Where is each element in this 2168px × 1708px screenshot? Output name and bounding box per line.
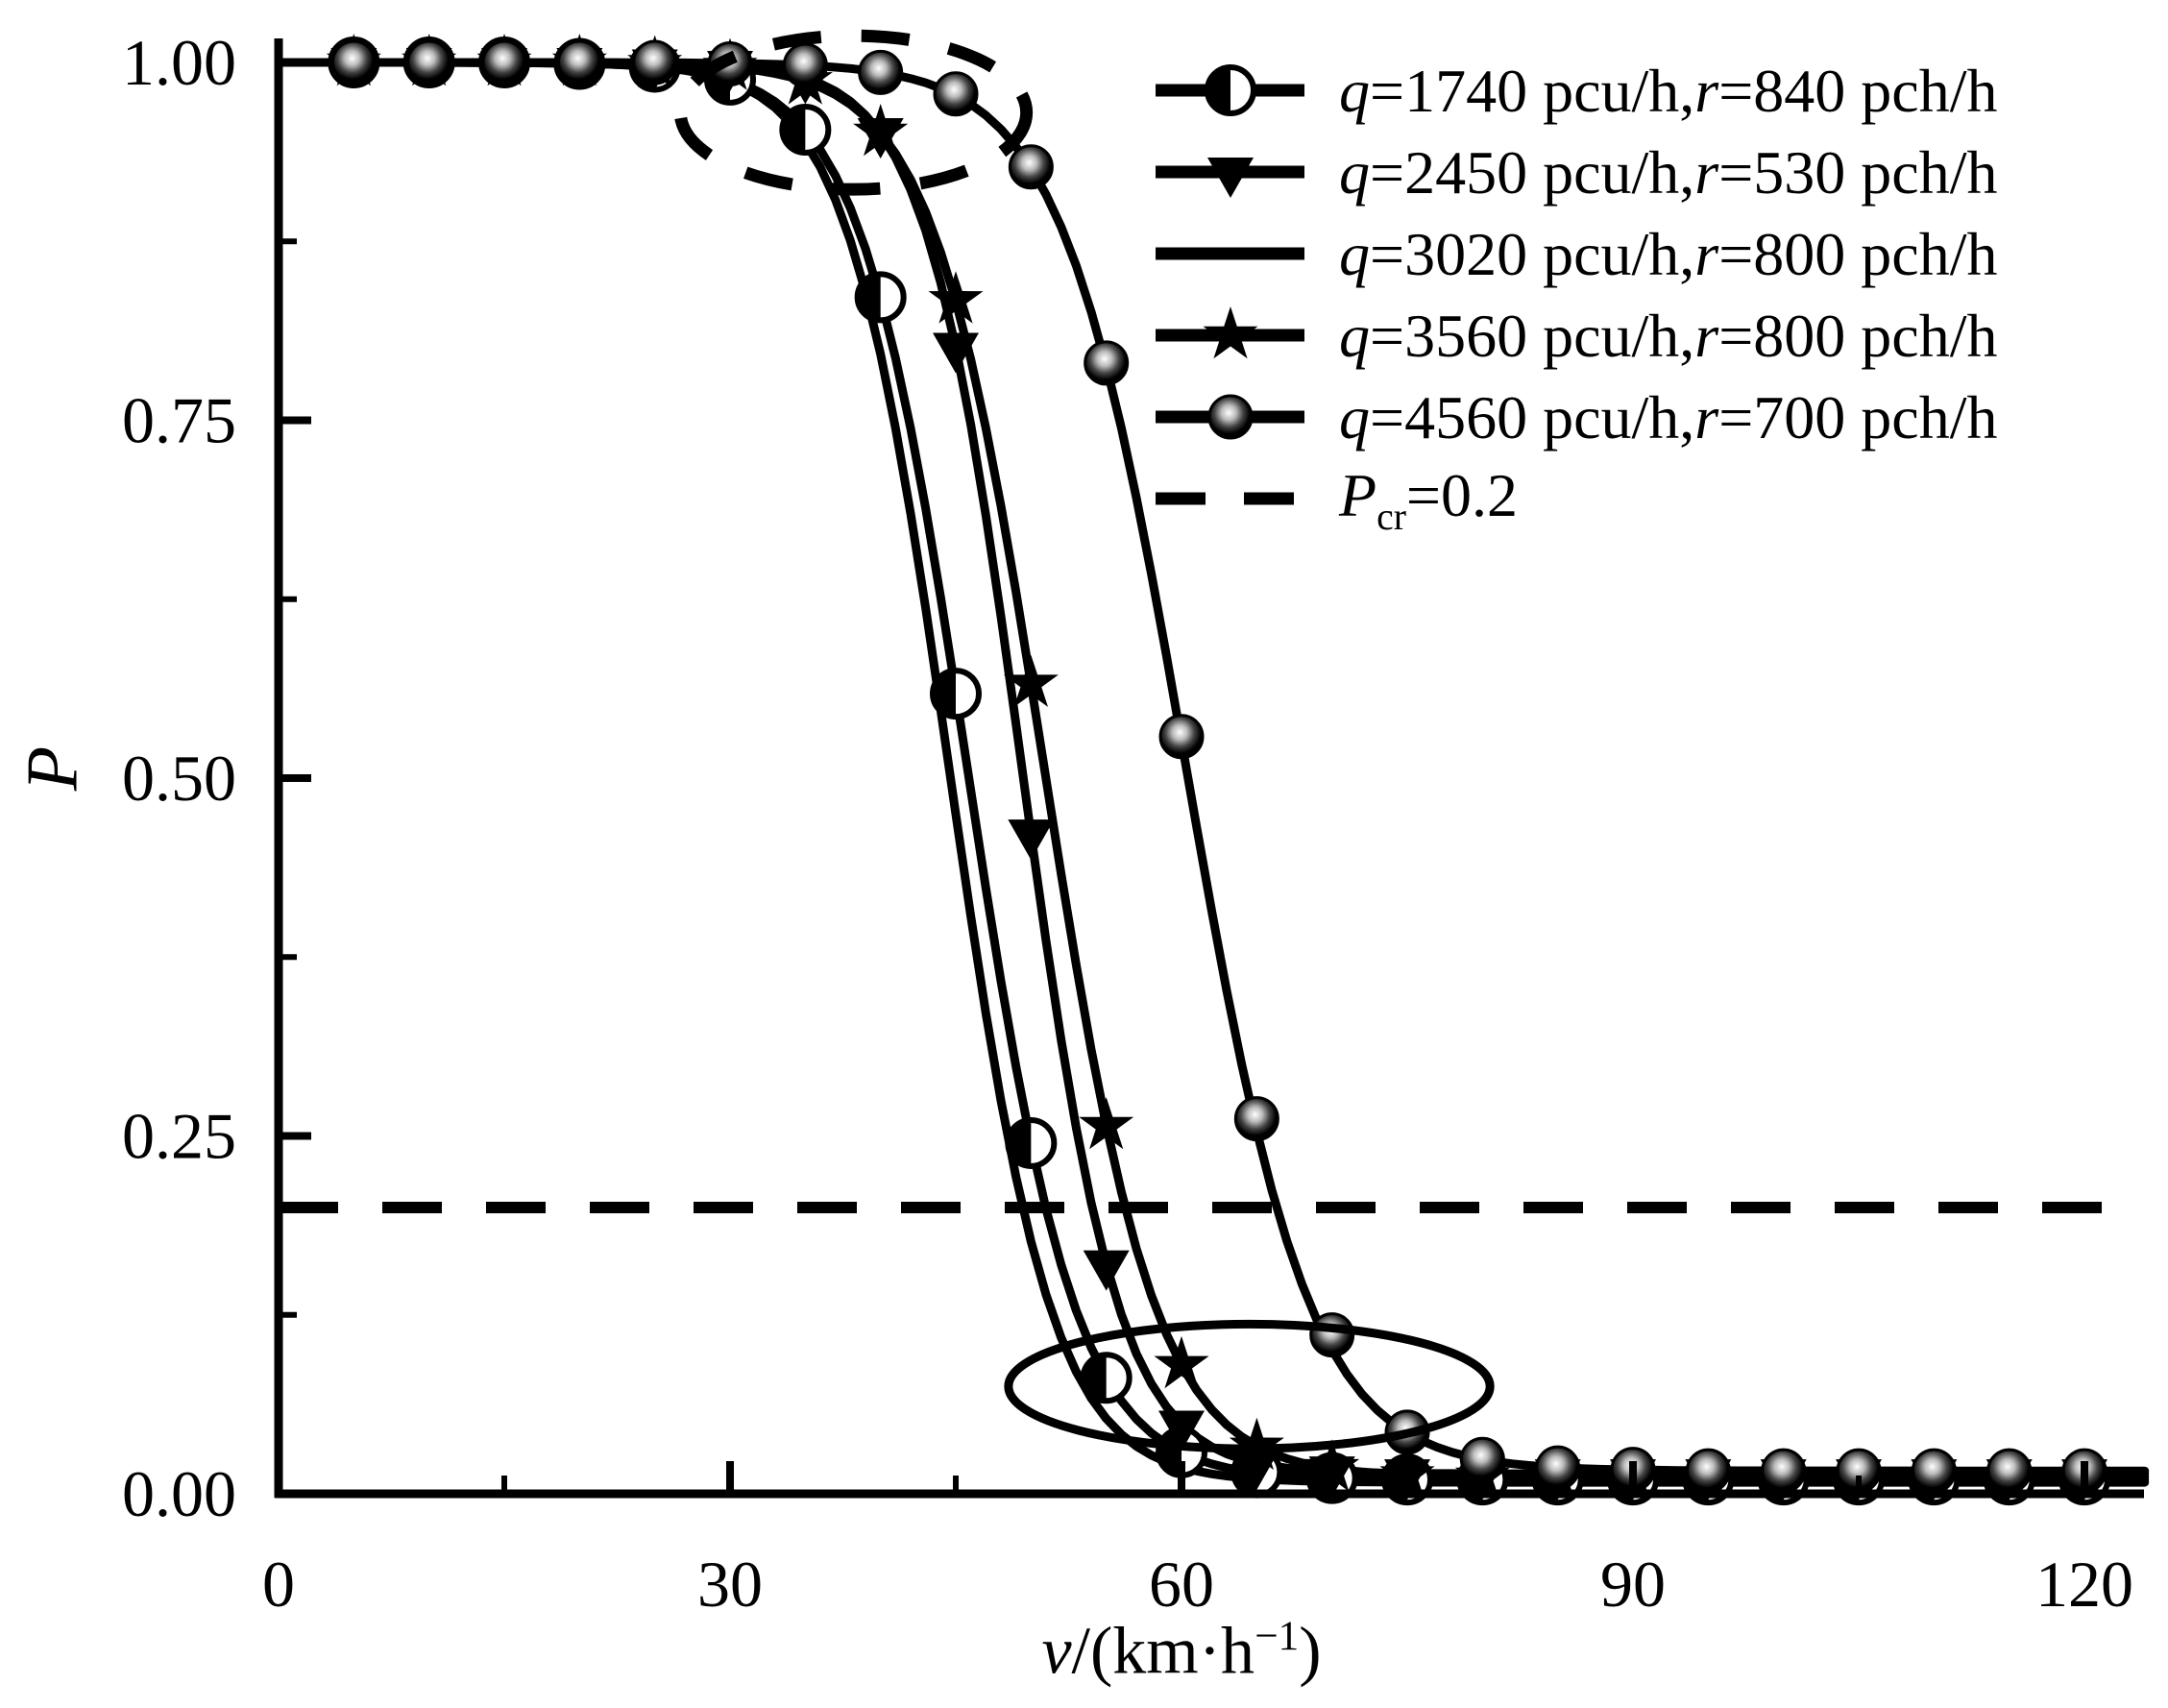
legend-row-5: Pcr=0.2 bbox=[1146, 458, 1997, 540]
marker-half-filled-circle bbox=[779, 104, 832, 157]
markers-series-4 bbox=[330, 39, 2107, 1494]
y-tick-label: 0.25 bbox=[122, 1100, 236, 1173]
legend-label-0: q=1740 pcu/h,r=840 pch/h bbox=[1339, 56, 1998, 125]
x-tick-label: 0 bbox=[262, 1548, 295, 1621]
marker-sphere bbox=[1309, 1312, 1355, 1358]
marker-triangle-down bbox=[1008, 819, 1055, 861]
marker-sphere bbox=[1008, 144, 1054, 190]
marker-triangle-down bbox=[933, 332, 980, 374]
legend-marker-dashed-line bbox=[1156, 492, 1304, 505]
marker-half-filled-circle bbox=[930, 668, 983, 720]
marker-half-filled-circle bbox=[1205, 64, 1256, 116]
marker-sphere bbox=[330, 39, 377, 85]
x-tick-label: 60 bbox=[1149, 1548, 1214, 1621]
y-tick-label: 0.00 bbox=[122, 1457, 236, 1530]
x-tick-label: 120 bbox=[2035, 1548, 2133, 1621]
marker-half-filled-circle bbox=[1080, 1352, 1133, 1404]
marker-half-filled-circle bbox=[1005, 1116, 1058, 1169]
marker-star bbox=[853, 104, 909, 157]
marker-sphere bbox=[1084, 340, 1130, 386]
marker-star bbox=[1304, 1439, 1360, 1492]
y-tick-label: 0.75 bbox=[122, 384, 236, 457]
legend-row-1: q=2450 pcu/h,r=530 pch/h bbox=[1146, 132, 1997, 213]
marker-sphere bbox=[406, 39, 452, 85]
marker-sphere bbox=[556, 39, 602, 85]
legend-row-4: q=4560 pcu/h,r=700 pch/h bbox=[1146, 377, 1997, 458]
marker-sphere bbox=[1158, 714, 1205, 760]
legend-marker-star bbox=[1156, 306, 1304, 359]
marker-star bbox=[1229, 1417, 1284, 1471]
dashed-ellipse-annotation bbox=[673, 29, 1034, 196]
x-tick-label: 90 bbox=[1600, 1548, 1666, 1621]
marker-star bbox=[1203, 306, 1258, 359]
marker-triangle-down bbox=[1083, 1250, 1130, 1291]
marker-sphere bbox=[1233, 1096, 1279, 1142]
marker-star bbox=[928, 271, 984, 324]
marker-sphere bbox=[782, 42, 828, 88]
solid-ellipse-annotation bbox=[1004, 1319, 1495, 1453]
legend-marker-triangle-down bbox=[1156, 158, 1304, 198]
marker-half-filled-circle bbox=[854, 271, 907, 324]
y-tick-label: 1.00 bbox=[122, 26, 236, 99]
x-tick-label: 30 bbox=[697, 1548, 763, 1621]
marker-star bbox=[1079, 1097, 1134, 1150]
marker-sphere bbox=[632, 39, 678, 85]
marker-triangle-down bbox=[1158, 1410, 1206, 1452]
y-tick-label: 0.50 bbox=[122, 742, 236, 815]
marker-sphere bbox=[481, 39, 527, 85]
marker-sphere bbox=[1761, 1448, 1807, 1494]
marker-sphere bbox=[1986, 1448, 2033, 1494]
y-axis-title: P bbox=[12, 745, 93, 792]
legend-label-4: q=4560 pcu/h,r=700 pch/h bbox=[1339, 382, 1998, 451]
legend-row-3: q=3560 pcu/h,r=800 pch/h bbox=[1146, 295, 1997, 377]
x-axis-title: v/(km·h−1) bbox=[1041, 1613, 1322, 1689]
marker-star bbox=[1379, 1446, 1435, 1499]
marker-sphere bbox=[858, 49, 904, 95]
legend-marker-half-filled-circle bbox=[1156, 64, 1304, 116]
legend-marker-sphere bbox=[1156, 394, 1304, 440]
marker-sphere bbox=[933, 71, 979, 117]
marker-sphere bbox=[1459, 1436, 1505, 1482]
legend-label-1: q=2450 pcu/h,r=530 pch/h bbox=[1339, 137, 1998, 207]
legend-label-2: q=3020 pcu/h,r=800 pch/h bbox=[1339, 219, 1998, 288]
axes: 0 30 60 90 120 0.00 0.25 0.50 0.75 1.00 bbox=[122, 26, 2144, 1621]
marker-triangle-down bbox=[1207, 158, 1254, 198]
legend-row-0: q=1740 pcu/h,r=840 pch/h bbox=[1146, 50, 1997, 132]
marker-sphere bbox=[1207, 394, 1254, 440]
marker-sphere bbox=[1911, 1448, 1957, 1494]
marker-star bbox=[1154, 1335, 1209, 1389]
marker-sphere bbox=[1685, 1448, 1731, 1494]
marker-sphere bbox=[1535, 1445, 1581, 1491]
legend: q=1740 pcu/h,r=840 pch/h q=2450 pcu/h,r=5… bbox=[1146, 50, 1997, 540]
legend-marker-none bbox=[1156, 247, 1304, 260]
legend-label-5: Pcr=0.2 bbox=[1339, 460, 1519, 538]
legend-label-3: q=3560 pcu/h,r=800 pch/h bbox=[1339, 301, 1998, 370]
legend-row-2: q=3020 pcu/h,r=800 pch/h bbox=[1146, 213, 1997, 295]
marker-star bbox=[1003, 654, 1059, 707]
